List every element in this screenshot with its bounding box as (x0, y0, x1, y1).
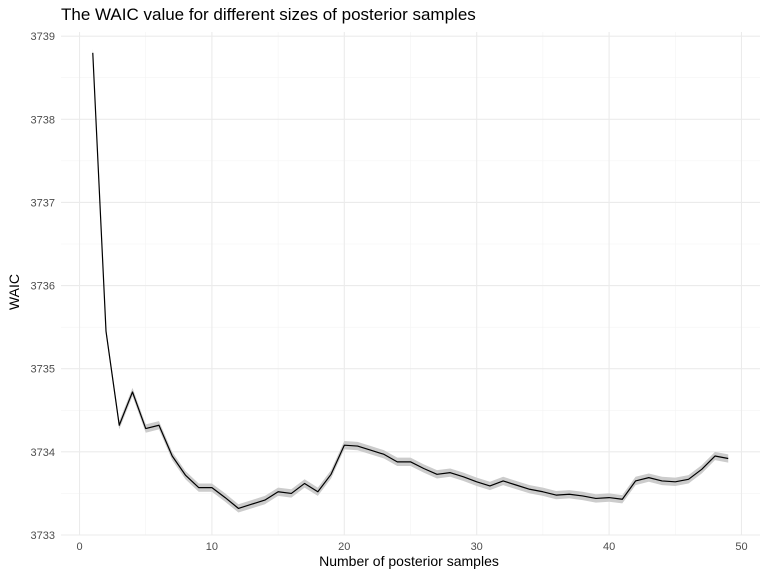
x-axis-ticks: 0 10 20 30 40 50 (76, 541, 747, 553)
y-tick-label: 3733 (31, 530, 55, 542)
major-gridlines (61, 32, 760, 536)
x-tick-label: 40 (603, 541, 615, 553)
x-axis-title: Number of posterior samples (319, 553, 499, 569)
minor-gridlines (61, 32, 760, 535)
y-axis-title: WAIC (6, 274, 22, 310)
y-tick-label: 3738 (31, 114, 55, 126)
y-tick-label: 3735 (31, 364, 55, 376)
y-axis-ticks: 3733 3734 3735 3736 3737 3738 3739 (31, 31, 55, 542)
y-tick-label: 3737 (31, 197, 55, 209)
x-tick-label: 20 (338, 541, 350, 553)
x-tick-label: 30 (471, 541, 483, 553)
x-tick-label: 10 (206, 541, 218, 553)
x-tick-label: 0 (76, 541, 82, 553)
y-tick-label: 3734 (31, 447, 55, 459)
chart-title: The WAIC value for different sizes of po… (61, 5, 476, 24)
y-tick-label: 3739 (31, 31, 55, 43)
waic-line-series (92, 52, 729, 509)
x-tick-label: 50 (735, 541, 747, 553)
y-tick-label: 3736 (31, 281, 55, 293)
waic-line (92, 52, 729, 509)
